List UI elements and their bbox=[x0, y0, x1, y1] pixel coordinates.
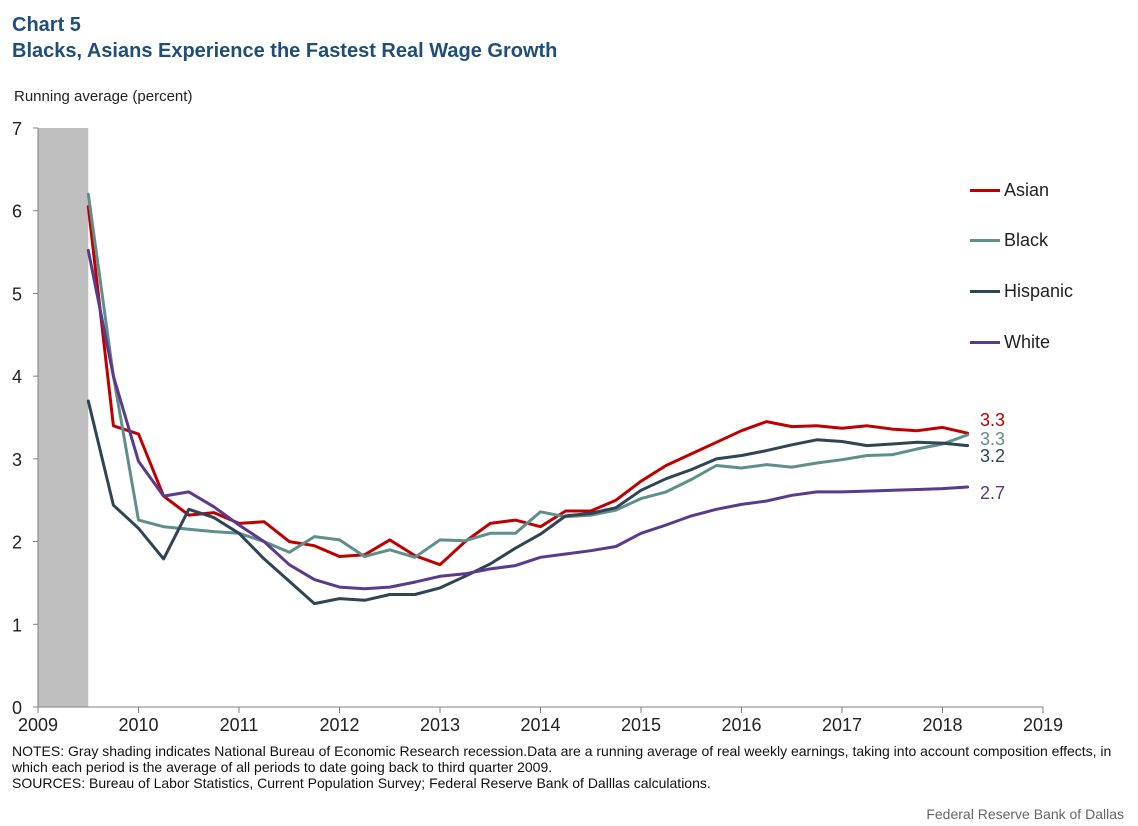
notes: NOTES: Gray shading indicates National B… bbox=[12, 743, 1122, 791]
legend-swatch bbox=[970, 289, 1000, 293]
x-tick-label: 2009 bbox=[18, 715, 58, 735]
y-tick-label: 6 bbox=[12, 202, 22, 222]
end-label-asian: 3.3 bbox=[980, 410, 1005, 430]
x-tick-label: 2015 bbox=[621, 715, 661, 735]
legend-swatch bbox=[970, 188, 1000, 192]
legend-swatch bbox=[970, 340, 1000, 344]
y-tick-label: 3 bbox=[12, 450, 22, 470]
x-tick-label: 2010 bbox=[118, 715, 158, 735]
y-axis-label: Running average (percent) bbox=[14, 88, 193, 105]
legend-label: Black bbox=[1004, 230, 1049, 251]
series-line-white bbox=[86, 248, 970, 591]
x-tick-label: 2016 bbox=[721, 715, 761, 735]
notes-text: NOTES: Gray shading indicates National B… bbox=[12, 743, 1112, 775]
legend-label: Asian bbox=[1004, 179, 1050, 200]
x-tick-label: 2011 bbox=[220, 715, 259, 735]
source-credit: Federal Reserve Bank of Dallas bbox=[926, 806, 1124, 822]
legend-item-asian: Asian bbox=[970, 178, 1049, 202]
end-label-white: 2.7 bbox=[980, 483, 1005, 503]
recession-shading bbox=[38, 128, 89, 707]
legend-item-black: Black bbox=[970, 229, 1048, 253]
x-tick-label: 2017 bbox=[822, 715, 862, 735]
x-tick-label: 2013 bbox=[420, 715, 460, 735]
y-tick-label: 2 bbox=[12, 533, 22, 553]
x-tick-label: 2012 bbox=[319, 715, 359, 735]
legend-swatch bbox=[970, 239, 1000, 243]
y-tick-label: 7 bbox=[12, 119, 22, 139]
y-tick-label: 0 bbox=[12, 698, 22, 718]
legend-label: White bbox=[1004, 331, 1051, 352]
y-tick-label: 1 bbox=[12, 615, 22, 635]
end-label-black: 3.3 bbox=[980, 429, 1005, 449]
x-tick-label: 2019 bbox=[1023, 715, 1063, 735]
legend-label: Hispanic bbox=[1004, 280, 1074, 301]
chart-number: Chart 5 bbox=[12, 14, 81, 36]
legend-item-hispanic: Hispanic bbox=[970, 279, 1073, 303]
chart-title: Blacks, Asians Experience the Fastest Re… bbox=[12, 40, 558, 62]
x-tick-label: 2018 bbox=[922, 715, 962, 735]
y-tick-label: 4 bbox=[12, 367, 22, 387]
series-line-black bbox=[86, 192, 970, 559]
y-tick-label: 5 bbox=[12, 284, 22, 304]
x-tick-label: 2014 bbox=[520, 715, 560, 735]
sources-text: SOURCES: Bureau of Labor Statistics, Cur… bbox=[12, 775, 711, 791]
series-line-hispanic bbox=[86, 399, 970, 606]
legend-item-white: White bbox=[970, 330, 1050, 354]
end-label-hispanic: 3.2 bbox=[980, 446, 1005, 466]
